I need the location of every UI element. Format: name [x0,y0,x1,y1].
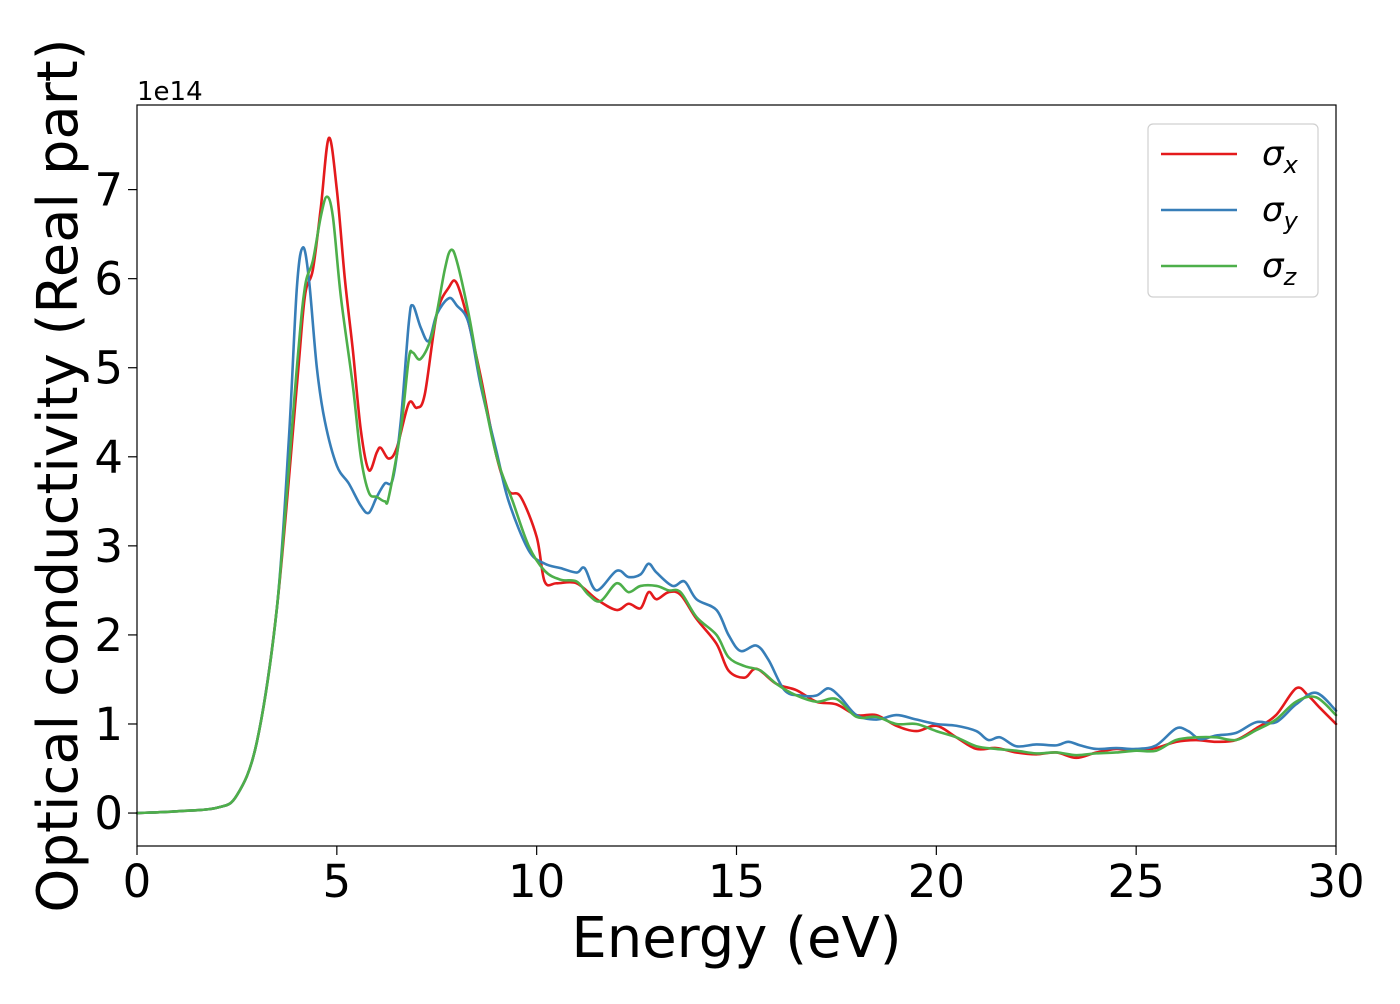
y-tick-label: 6 [94,253,123,306]
x-tick-label: 5 [323,855,352,908]
series-layer [135,136,1338,815]
y-tick-label: 2 [94,609,123,662]
y-tick-label: 0 [94,787,123,840]
y-axis-ticks: 0 1 2 3 4 5 6 7 [94,164,137,840]
y-tick-label: 5 [94,342,123,395]
x-tick-label: 25 [1108,855,1165,908]
y-tick-label: 4 [94,431,123,484]
y-offset-text: 1e14 [137,77,203,107]
x-tick-label: 20 [908,855,965,908]
y-axis-title: Optical conductivity (Real part) [26,38,91,912]
legend-label-y: σy [1262,190,1299,235]
y-tick-label: 1 [94,698,123,751]
legend-entries: σx σy σz [1161,134,1299,291]
legend-label-x: σx [1262,134,1299,179]
x-tick-label: 0 [123,855,152,908]
legend-label-z: σz [1262,246,1298,291]
series-line-z [135,195,1338,815]
legend: σx σy σz [1147,123,1319,298]
x-axis-ticks: 0 5 10 15 20 25 30 [123,846,1365,908]
x-axis-title: Energy (eV) [571,906,901,971]
series-line-y [135,246,1338,815]
x-tick-label: 30 [1307,855,1364,908]
y-tick-label: 3 [94,520,123,573]
x-tick-label: 10 [508,855,565,908]
y-tick-label: 7 [94,164,123,217]
x-tick-label: 15 [708,855,765,908]
